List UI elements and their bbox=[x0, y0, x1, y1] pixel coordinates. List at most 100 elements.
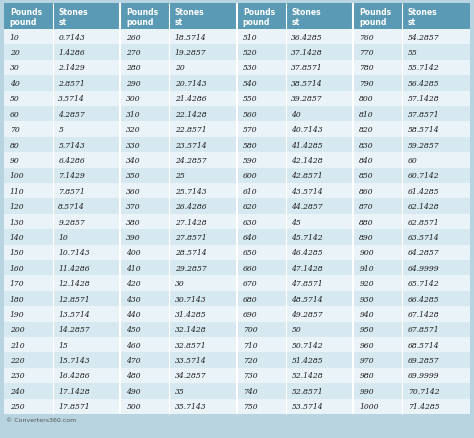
Text: 370: 370 bbox=[127, 203, 141, 211]
Bar bbox=[354, 45, 470, 60]
Text: 340: 340 bbox=[127, 156, 141, 165]
Text: 660: 660 bbox=[243, 264, 257, 272]
Text: 52.1428: 52.1428 bbox=[292, 372, 323, 380]
Bar bbox=[354, 322, 470, 337]
Text: st: st bbox=[292, 18, 300, 27]
Text: 22.1428: 22.1428 bbox=[175, 110, 207, 118]
Bar bbox=[237, 153, 354, 168]
Bar bbox=[120, 199, 237, 214]
Text: Stones: Stones bbox=[58, 8, 88, 17]
Text: 460: 460 bbox=[127, 341, 141, 349]
Text: 45: 45 bbox=[292, 218, 301, 226]
Text: 60.7142: 60.7142 bbox=[408, 172, 439, 180]
Text: 35.7143: 35.7143 bbox=[175, 403, 207, 410]
Text: 650: 650 bbox=[243, 249, 257, 257]
Bar bbox=[354, 383, 470, 399]
Text: 32.1428: 32.1428 bbox=[175, 325, 207, 334]
Bar bbox=[237, 60, 354, 76]
Bar bbox=[4, 337, 120, 353]
Bar bbox=[354, 168, 470, 184]
Bar bbox=[354, 153, 470, 168]
Bar bbox=[354, 353, 470, 368]
Text: Stones: Stones bbox=[292, 8, 321, 17]
Bar bbox=[120, 4, 237, 30]
Text: 5: 5 bbox=[58, 126, 63, 134]
Bar bbox=[237, 76, 354, 92]
Text: Pounds: Pounds bbox=[127, 8, 158, 17]
Bar bbox=[237, 261, 354, 276]
Text: 3.5714: 3.5714 bbox=[58, 95, 85, 103]
Text: 48.5714: 48.5714 bbox=[292, 295, 323, 303]
Text: 440: 440 bbox=[127, 310, 141, 318]
Bar bbox=[354, 92, 470, 107]
Text: 49.2857: 49.2857 bbox=[292, 310, 323, 318]
Text: 310: 310 bbox=[127, 110, 141, 118]
Bar bbox=[354, 30, 470, 45]
Bar bbox=[120, 291, 237, 307]
Bar bbox=[4, 4, 120, 30]
Bar bbox=[354, 399, 470, 414]
Bar bbox=[120, 184, 237, 199]
Text: pound: pound bbox=[359, 18, 387, 27]
Bar bbox=[237, 168, 354, 184]
Text: 220: 220 bbox=[10, 356, 25, 364]
Text: 41.4285: 41.4285 bbox=[292, 141, 323, 149]
Text: 17.1428: 17.1428 bbox=[58, 387, 90, 395]
Bar bbox=[120, 30, 237, 45]
Text: 840: 840 bbox=[359, 156, 374, 165]
Text: 43.5714: 43.5714 bbox=[292, 187, 323, 195]
Text: 880: 880 bbox=[359, 218, 374, 226]
Bar bbox=[120, 107, 237, 122]
Text: 430: 430 bbox=[127, 295, 141, 303]
Bar bbox=[237, 45, 354, 60]
Bar bbox=[354, 368, 470, 383]
Text: 160: 160 bbox=[10, 264, 25, 272]
Text: 27.1428: 27.1428 bbox=[175, 218, 207, 226]
Text: 590: 590 bbox=[243, 156, 257, 165]
Text: 30.7143: 30.7143 bbox=[175, 295, 207, 303]
Text: 37.1428: 37.1428 bbox=[292, 49, 323, 57]
Bar bbox=[120, 276, 237, 291]
Text: 55.7142: 55.7142 bbox=[408, 64, 439, 72]
Text: 39.2857: 39.2857 bbox=[292, 95, 323, 103]
Text: 59.2857: 59.2857 bbox=[408, 141, 439, 149]
Text: 28.5714: 28.5714 bbox=[175, 249, 207, 257]
Text: 110: 110 bbox=[10, 187, 25, 195]
Text: 15.7143: 15.7143 bbox=[58, 356, 90, 364]
Bar bbox=[354, 230, 470, 245]
Bar bbox=[120, 153, 237, 168]
Bar bbox=[4, 76, 120, 92]
Bar bbox=[120, 337, 237, 353]
Text: 240: 240 bbox=[10, 387, 25, 395]
Text: 390: 390 bbox=[127, 233, 141, 241]
Bar bbox=[4, 153, 120, 168]
Text: 930: 930 bbox=[359, 295, 374, 303]
Text: 24.2857: 24.2857 bbox=[175, 156, 207, 165]
Bar bbox=[4, 307, 120, 322]
Text: 69.9999: 69.9999 bbox=[408, 372, 439, 380]
Bar bbox=[354, 184, 470, 199]
Text: 12.1428: 12.1428 bbox=[58, 279, 90, 287]
Bar bbox=[354, 76, 470, 92]
Text: 990: 990 bbox=[359, 387, 374, 395]
Text: 820: 820 bbox=[359, 126, 374, 134]
Text: 470: 470 bbox=[127, 356, 141, 364]
Text: 40: 40 bbox=[10, 80, 19, 88]
Bar bbox=[120, 60, 237, 76]
Text: 52.8571: 52.8571 bbox=[292, 387, 323, 395]
Text: 290: 290 bbox=[127, 80, 141, 88]
Bar bbox=[4, 245, 120, 261]
Text: 50: 50 bbox=[292, 325, 301, 334]
Bar bbox=[120, 45, 237, 60]
Bar bbox=[120, 122, 237, 138]
Text: 40.7143: 40.7143 bbox=[292, 126, 323, 134]
Text: 57.1428: 57.1428 bbox=[408, 95, 439, 103]
Bar bbox=[4, 322, 120, 337]
Bar bbox=[237, 322, 354, 337]
Text: 450: 450 bbox=[127, 325, 141, 334]
Bar bbox=[4, 184, 120, 199]
Text: 36.4285: 36.4285 bbox=[292, 34, 323, 42]
Bar bbox=[4, 291, 120, 307]
Bar bbox=[237, 199, 354, 214]
Text: 970: 970 bbox=[359, 356, 374, 364]
